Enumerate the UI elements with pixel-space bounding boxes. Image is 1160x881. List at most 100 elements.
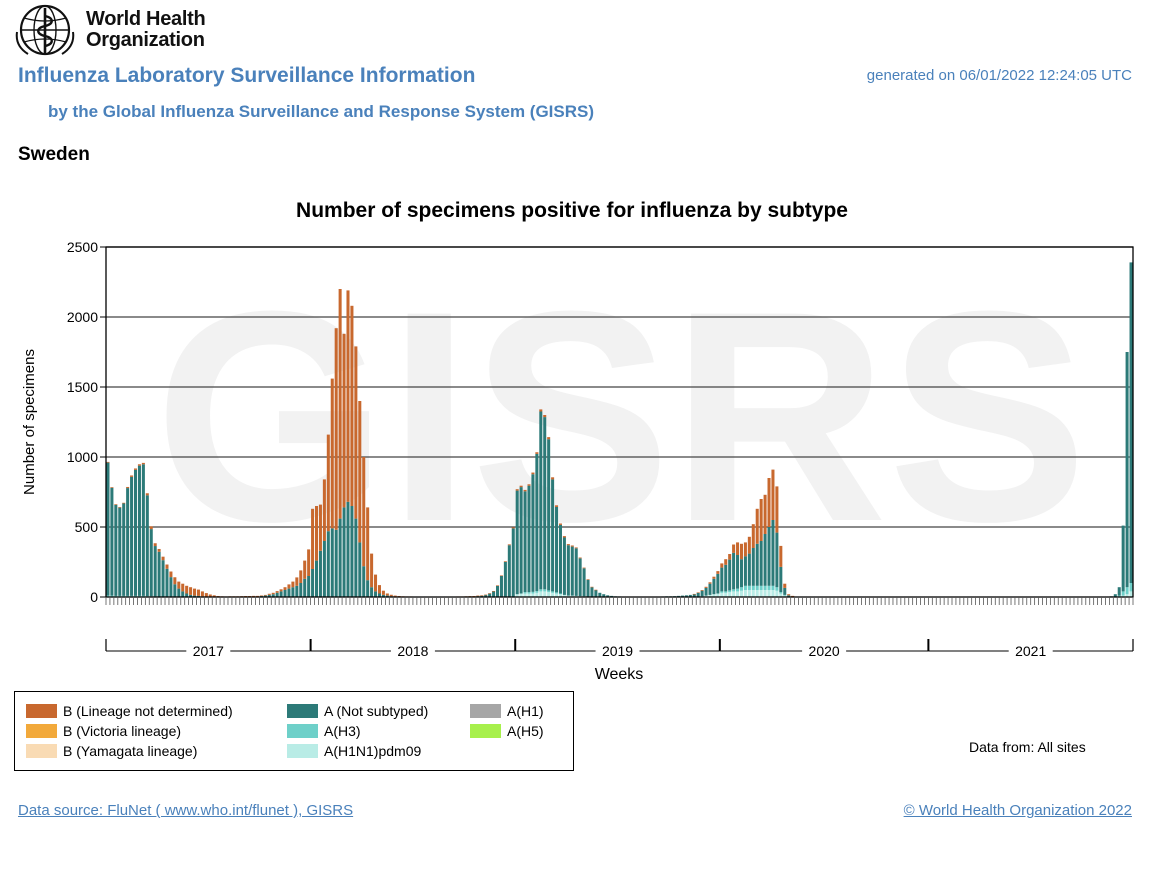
bar-segment-a-h1n1pdm09 [751, 590, 755, 597]
bar-segment-b-not-determined [374, 574, 378, 592]
legend-item-a-h3: A(H3) [287, 723, 361, 739]
bar-segment-a-not-subtyped [315, 560, 319, 597]
bar-segment-a-not-subtyped [279, 591, 283, 597]
bar-segment-a-not-subtyped [153, 546, 157, 597]
bar-segment-a-h1n1pdm09 [779, 593, 783, 597]
bar-segment-b-not-determined [586, 579, 590, 580]
bar-segment-a-not-subtyped [133, 469, 138, 596]
bar-segment-b-not-determined [527, 484, 531, 486]
org-name-line1: World Health [86, 8, 206, 30]
bar-segment-b-not-determined [578, 557, 582, 559]
legend-label: A(H3) [324, 723, 361, 739]
bar-segment-a-not-subtyped [311, 569, 315, 597]
bar-segment-b-not-determined [149, 526, 153, 530]
bar-segment-b-not-determined [700, 590, 704, 591]
legend-item-a-not-subtyped: A (Not subtyped) [287, 703, 428, 719]
bar-segment-a-h1n1pdm09 [739, 590, 743, 597]
bar-segment-b-not-determined [574, 547, 578, 549]
bar-segment-b-not-determined [173, 577, 177, 585]
bar-segment-a-not-subtyped [484, 594, 488, 597]
bar-segment-b-not-determined [244, 596, 248, 597]
bar-segment-b-not-determined [342, 333, 346, 508]
copyright-link[interactable]: © World Health Organization 2022 [903, 802, 1132, 819]
bar-segment-b-not-determined [767, 478, 771, 527]
bar-segment-b-not-determined [759, 499, 763, 541]
bar-segment-a-h1n1pdm09 [716, 593, 720, 597]
bar-segment-a-not-subtyped [358, 542, 362, 597]
bar-segment-a-not-subtyped [307, 576, 311, 597]
legend-item-b-not-determined: B (Lineage not determined) [26, 703, 233, 719]
legend-swatch [287, 744, 318, 758]
data-source-link[interactable]: Data source: FluNet ( www.who.int/flunet… [18, 802, 354, 819]
bar-segment-a-h3 [106, 595, 110, 597]
year-label: 2018 [397, 643, 428, 659]
bar-segment-b-not-determined [212, 595, 216, 597]
bar-segment-a-not-subtyped [338, 518, 342, 597]
bar-segment-a-not-subtyped [1117, 587, 1121, 596]
bar-segment-a-h3 [1129, 583, 1133, 592]
bar-segment-b-not-determined [570, 545, 574, 547]
bar-segment-a-h3 [110, 595, 114, 597]
legend-label: A(H1) [507, 703, 544, 719]
bar-segment-a-not-subtyped [181, 591, 185, 597]
bar-segment-b-not-determined [106, 461, 110, 463]
bar-segment-a-not-subtyped [543, 417, 547, 590]
bar-segment-a-not-subtyped [527, 485, 531, 593]
plot-frame [105, 246, 1134, 598]
bar-segment-b-not-determined [161, 556, 165, 561]
bar-segment-a-not-subtyped [680, 595, 684, 597]
bar-segment-a-h3 [779, 592, 783, 594]
bar-segment-a-h1n1pdm09 [743, 590, 747, 597]
legend-swatch [26, 744, 57, 758]
bar-segment-a-h1n1pdm09 [1121, 595, 1125, 597]
bar-segment-a-not-subtyped [574, 548, 578, 596]
bar-segment-a-not-subtyped [480, 595, 484, 597]
bar-segment-a-not-subtyped [1125, 352, 1129, 588]
watermark-text: GISRS [154, 248, 1088, 584]
bar-segment-a-not-subtyped [122, 503, 126, 596]
bar-segment-a-not-subtyped [326, 531, 330, 597]
bar-segment-a-not-subtyped [354, 518, 358, 597]
generated-timestamp: generated on 06/01/2022 12:24:05 UTC [866, 67, 1132, 84]
bar-segment-b-not-determined [389, 594, 393, 597]
bar-segment-b-not-determined [771, 469, 775, 520]
bar-segment-a-h1n1pdm09 [767, 590, 771, 597]
bar-segment-b-not-determined [696, 592, 700, 593]
bar-segment-a-not-subtyped [1129, 262, 1133, 583]
bar-segment-b-not-determined [590, 586, 594, 588]
bar-segment-b-not-determined [145, 493, 149, 496]
bar-segment-a-h1n1pdm09 [728, 592, 732, 597]
bar-segment-a-h1n1pdm09 [523, 593, 527, 597]
bar-segment-b-not-determined [551, 477, 555, 480]
bar-segment-a-not-subtyped [130, 476, 134, 596]
bar-segment-a-not-subtyped [547, 439, 551, 591]
bar-segment-b-not-determined [267, 593, 271, 595]
bar-segment-b-not-determined [547, 437, 551, 440]
bar-segment-a-not-subtyped [743, 556, 747, 586]
bar-segment-b-not-determined [283, 587, 287, 590]
bar-segment-a-not-subtyped [267, 594, 271, 597]
bar-segment-a-not-subtyped [377, 593, 381, 597]
bar-segment-b-not-determined [712, 576, 716, 579]
bar-segment-a-h1n1pdm09 [551, 592, 555, 597]
bar-segment-b-not-determined [503, 561, 507, 562]
bar-segment-b-not-determined [747, 536, 751, 554]
bar-segment-b-not-determined [362, 457, 366, 567]
bar-segment-a-not-subtyped [558, 524, 562, 594]
bar-segment-b-not-determined [295, 577, 299, 586]
legend-label: B (Victoria lineage) [63, 723, 182, 739]
bar-segment-a-h3 [543, 589, 547, 592]
bar-segment-a-not-subtyped [759, 541, 763, 586]
y-tick-label: 1500 [67, 379, 98, 395]
bar-segment-a-not-subtyped [173, 584, 177, 597]
bar-segment-b-not-determined [177, 581, 181, 589]
bar-segment-b-not-determined [507, 544, 511, 546]
bar-segment-a-not-subtyped [566, 545, 570, 596]
legend-item-b-victoria: B (Victoria lineage) [26, 723, 181, 739]
bar-segment-a-not-subtyped [763, 534, 767, 586]
y-axis-label: Number of specimens [21, 349, 38, 495]
bar-segment-a-not-subtyped [751, 548, 755, 586]
bar-segment-b-not-determined [381, 590, 385, 595]
bar-segment-b-not-determined [736, 542, 740, 555]
bar-segment-b-not-determined [515, 489, 519, 491]
